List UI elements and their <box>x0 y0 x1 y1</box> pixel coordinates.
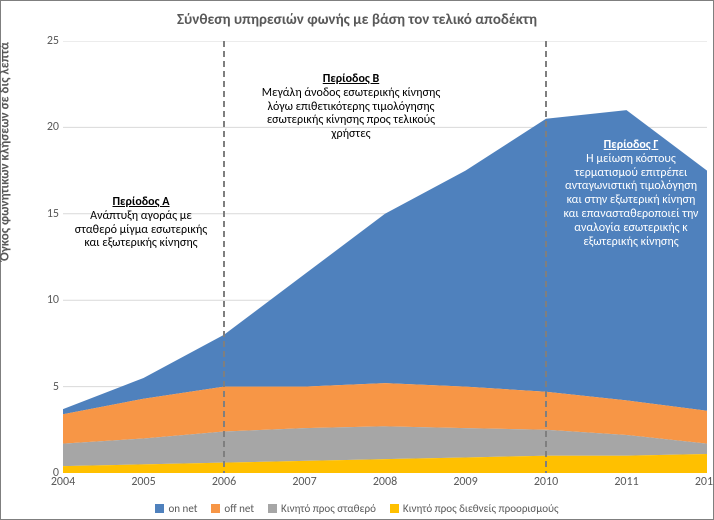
y-axis-title: Όγκος φωνητικών κλήσεων σε δις λεπτά <box>0 42 13 261</box>
legend: on net off net Κινητό προς σταθερό Κινητό π… <box>1 502 713 515</box>
x-tick-label: 2010 <box>526 475 566 489</box>
annotation-box: Περίοδος ΓΗ μείωση κόστους τερματισμού ε… <box>561 139 701 249</box>
x-tick-label: 2012 <box>687 475 714 489</box>
legend-label: off net <box>224 502 254 515</box>
chart-title: Σύνθεση υπηρεσιών φωνής με βάση τον τελι… <box>1 11 713 29</box>
x-tick-label: 2006 <box>204 475 244 489</box>
annotation-title: Περίοδος Α <box>69 196 213 210</box>
legend-swatch <box>155 504 164 513</box>
annotation-body: Μεγάλη άνοδος εσωτερικής κίνησης λόγω επ… <box>251 87 451 142</box>
legend-item: Κινητό προς διεθνείς προορισμούς <box>390 502 559 515</box>
y-tick-label: 25 <box>39 34 59 48</box>
x-tick-label: 2004 <box>43 475 83 489</box>
legend-item: on net <box>155 502 197 515</box>
legend-label: Κινητό προς σταθερό <box>281 502 376 515</box>
annotation-title: Περίοδος Β <box>251 73 451 87</box>
legend-swatch <box>390 504 399 513</box>
annotation-title: Περίοδος Γ <box>561 139 701 153</box>
x-tick-label: 2011 <box>607 475 647 489</box>
y-tick-label: 5 <box>39 380 59 394</box>
chart-container: Σύνθεση υπηρεσιών φωνής με βάση τον τελι… <box>0 0 714 520</box>
legend-item: off net <box>211 502 254 515</box>
legend-swatch <box>211 504 220 513</box>
legend-label: on net <box>168 502 197 515</box>
annotation-box: Περίοδος ΒΜεγάλη άνοδος εσωτερικής κίνησ… <box>251 73 451 142</box>
x-tick-label: 2005 <box>124 475 164 489</box>
y-tick-label: 15 <box>39 207 59 221</box>
y-tick-label: 10 <box>39 293 59 307</box>
legend-label: Κινητό προς διεθνείς προορισμούς <box>403 502 559 515</box>
annotation-body: Η μείωση κόστους τερματισμού επιτρέπει α… <box>561 153 701 250</box>
x-tick-label: 2009 <box>446 475 486 489</box>
legend-swatch <box>268 504 277 513</box>
y-tick-label: 20 <box>39 120 59 134</box>
x-tick-label: 2007 <box>285 475 325 489</box>
legend-item: Κινητό προς σταθερό <box>268 502 376 515</box>
annotation-body: Ανάπτυξη αγοράς με σταθερό μίγμα εσωτερι… <box>69 210 213 251</box>
x-tick-label: 2008 <box>365 475 405 489</box>
annotation-box: Περίοδος ΑΑνάπτυξη αγοράς με σταθερό μίγ… <box>69 196 213 251</box>
